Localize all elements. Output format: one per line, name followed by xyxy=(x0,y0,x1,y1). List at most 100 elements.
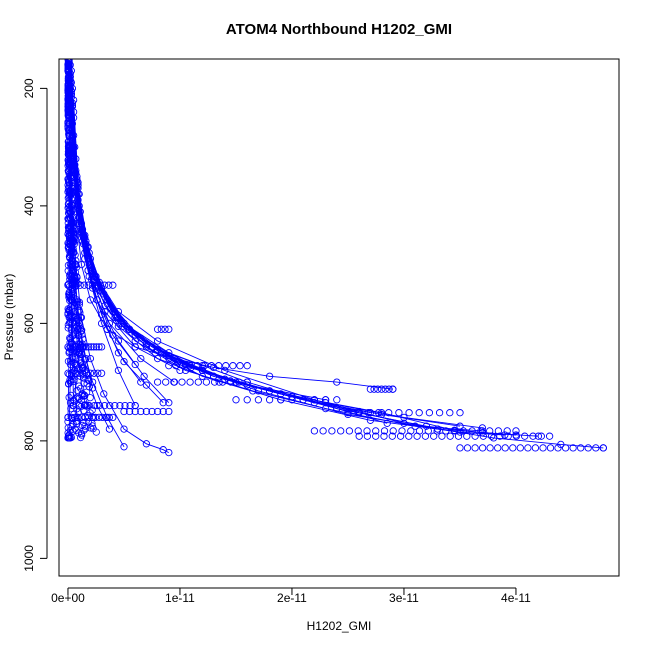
data-point xyxy=(157,325,165,333)
data-point xyxy=(88,378,97,386)
data-point xyxy=(494,427,503,435)
data-point xyxy=(92,281,101,289)
data-point xyxy=(446,432,454,440)
data-point xyxy=(81,422,89,430)
data-point xyxy=(100,401,109,410)
data-point xyxy=(72,336,80,344)
data-point xyxy=(415,427,424,435)
data-point xyxy=(66,180,74,188)
data-point xyxy=(372,432,380,440)
data-point xyxy=(407,427,415,435)
data-point xyxy=(84,376,92,384)
y-tick-label: 400 xyxy=(22,196,36,216)
x-axis-label: H1202_GMI xyxy=(307,619,372,633)
data-point xyxy=(354,409,362,417)
data-point xyxy=(209,363,218,372)
data-point xyxy=(131,401,139,410)
data-point xyxy=(65,280,73,288)
data-point xyxy=(90,343,98,351)
data-point xyxy=(193,362,201,370)
data-point xyxy=(215,378,223,386)
data-point xyxy=(454,432,463,440)
data-point xyxy=(161,325,169,333)
data-point xyxy=(88,422,96,430)
data-point xyxy=(222,362,230,370)
data-point xyxy=(374,409,383,417)
data-point xyxy=(69,233,77,242)
data-point xyxy=(75,382,83,390)
data-point xyxy=(71,275,79,283)
data-point xyxy=(93,296,101,304)
data-point xyxy=(95,343,103,351)
data-point xyxy=(142,440,151,448)
data-point xyxy=(97,369,106,377)
data-point xyxy=(471,432,479,440)
data-point xyxy=(90,401,99,410)
data-point xyxy=(78,326,86,334)
data-point xyxy=(435,409,444,417)
data-point xyxy=(584,444,592,452)
data-point xyxy=(433,427,441,435)
data-point xyxy=(120,357,128,366)
x-tick-label: 2e-11 xyxy=(277,591,307,605)
data-point xyxy=(319,427,327,435)
data-point xyxy=(366,409,375,417)
data-point xyxy=(477,427,485,435)
data-point xyxy=(65,176,73,184)
data-point xyxy=(153,378,162,386)
data-point xyxy=(69,427,77,435)
data-point xyxy=(459,427,468,435)
data-point xyxy=(374,385,382,393)
data-point xyxy=(446,409,454,417)
data-point xyxy=(370,385,378,393)
data-point xyxy=(337,427,345,435)
data-point xyxy=(463,444,472,452)
data-point xyxy=(165,407,173,416)
data-point xyxy=(512,427,520,435)
data-point xyxy=(200,362,209,370)
data-point xyxy=(411,422,419,430)
data-point xyxy=(67,295,75,303)
data-point xyxy=(64,324,72,332)
data-point xyxy=(73,273,81,282)
data-point xyxy=(395,409,403,417)
data-point xyxy=(73,417,81,425)
data-point xyxy=(546,444,555,452)
y-tick-label: 600 xyxy=(22,313,36,333)
data-point xyxy=(80,281,88,289)
data-point xyxy=(539,444,547,452)
data-point xyxy=(159,446,167,454)
data-point xyxy=(65,110,73,118)
data-point xyxy=(310,427,319,435)
data-point xyxy=(70,230,78,239)
data-point xyxy=(97,343,106,351)
data-point xyxy=(235,378,243,386)
data-point xyxy=(599,444,607,452)
data-point xyxy=(398,427,406,435)
data-point xyxy=(494,444,502,452)
data-point xyxy=(198,362,207,370)
data-point xyxy=(78,364,86,372)
data-point xyxy=(561,444,570,452)
data-point xyxy=(84,281,92,289)
data-point xyxy=(72,426,80,434)
data-point xyxy=(65,114,73,122)
data-point xyxy=(114,337,123,345)
data-point xyxy=(70,248,78,256)
data-point xyxy=(516,444,524,452)
data-point xyxy=(72,277,80,286)
data-point xyxy=(65,347,74,355)
y-tick-label: 800 xyxy=(22,431,36,451)
data-point xyxy=(69,358,77,366)
data-point xyxy=(64,81,73,89)
data-point xyxy=(90,369,98,377)
data-point xyxy=(577,444,585,452)
data-point xyxy=(78,350,86,358)
data-point xyxy=(88,281,97,289)
data-point xyxy=(69,401,77,410)
data-point xyxy=(67,422,75,431)
data-point xyxy=(186,378,194,386)
data-point xyxy=(159,407,167,416)
data-point xyxy=(88,406,96,414)
data-point xyxy=(496,432,504,440)
